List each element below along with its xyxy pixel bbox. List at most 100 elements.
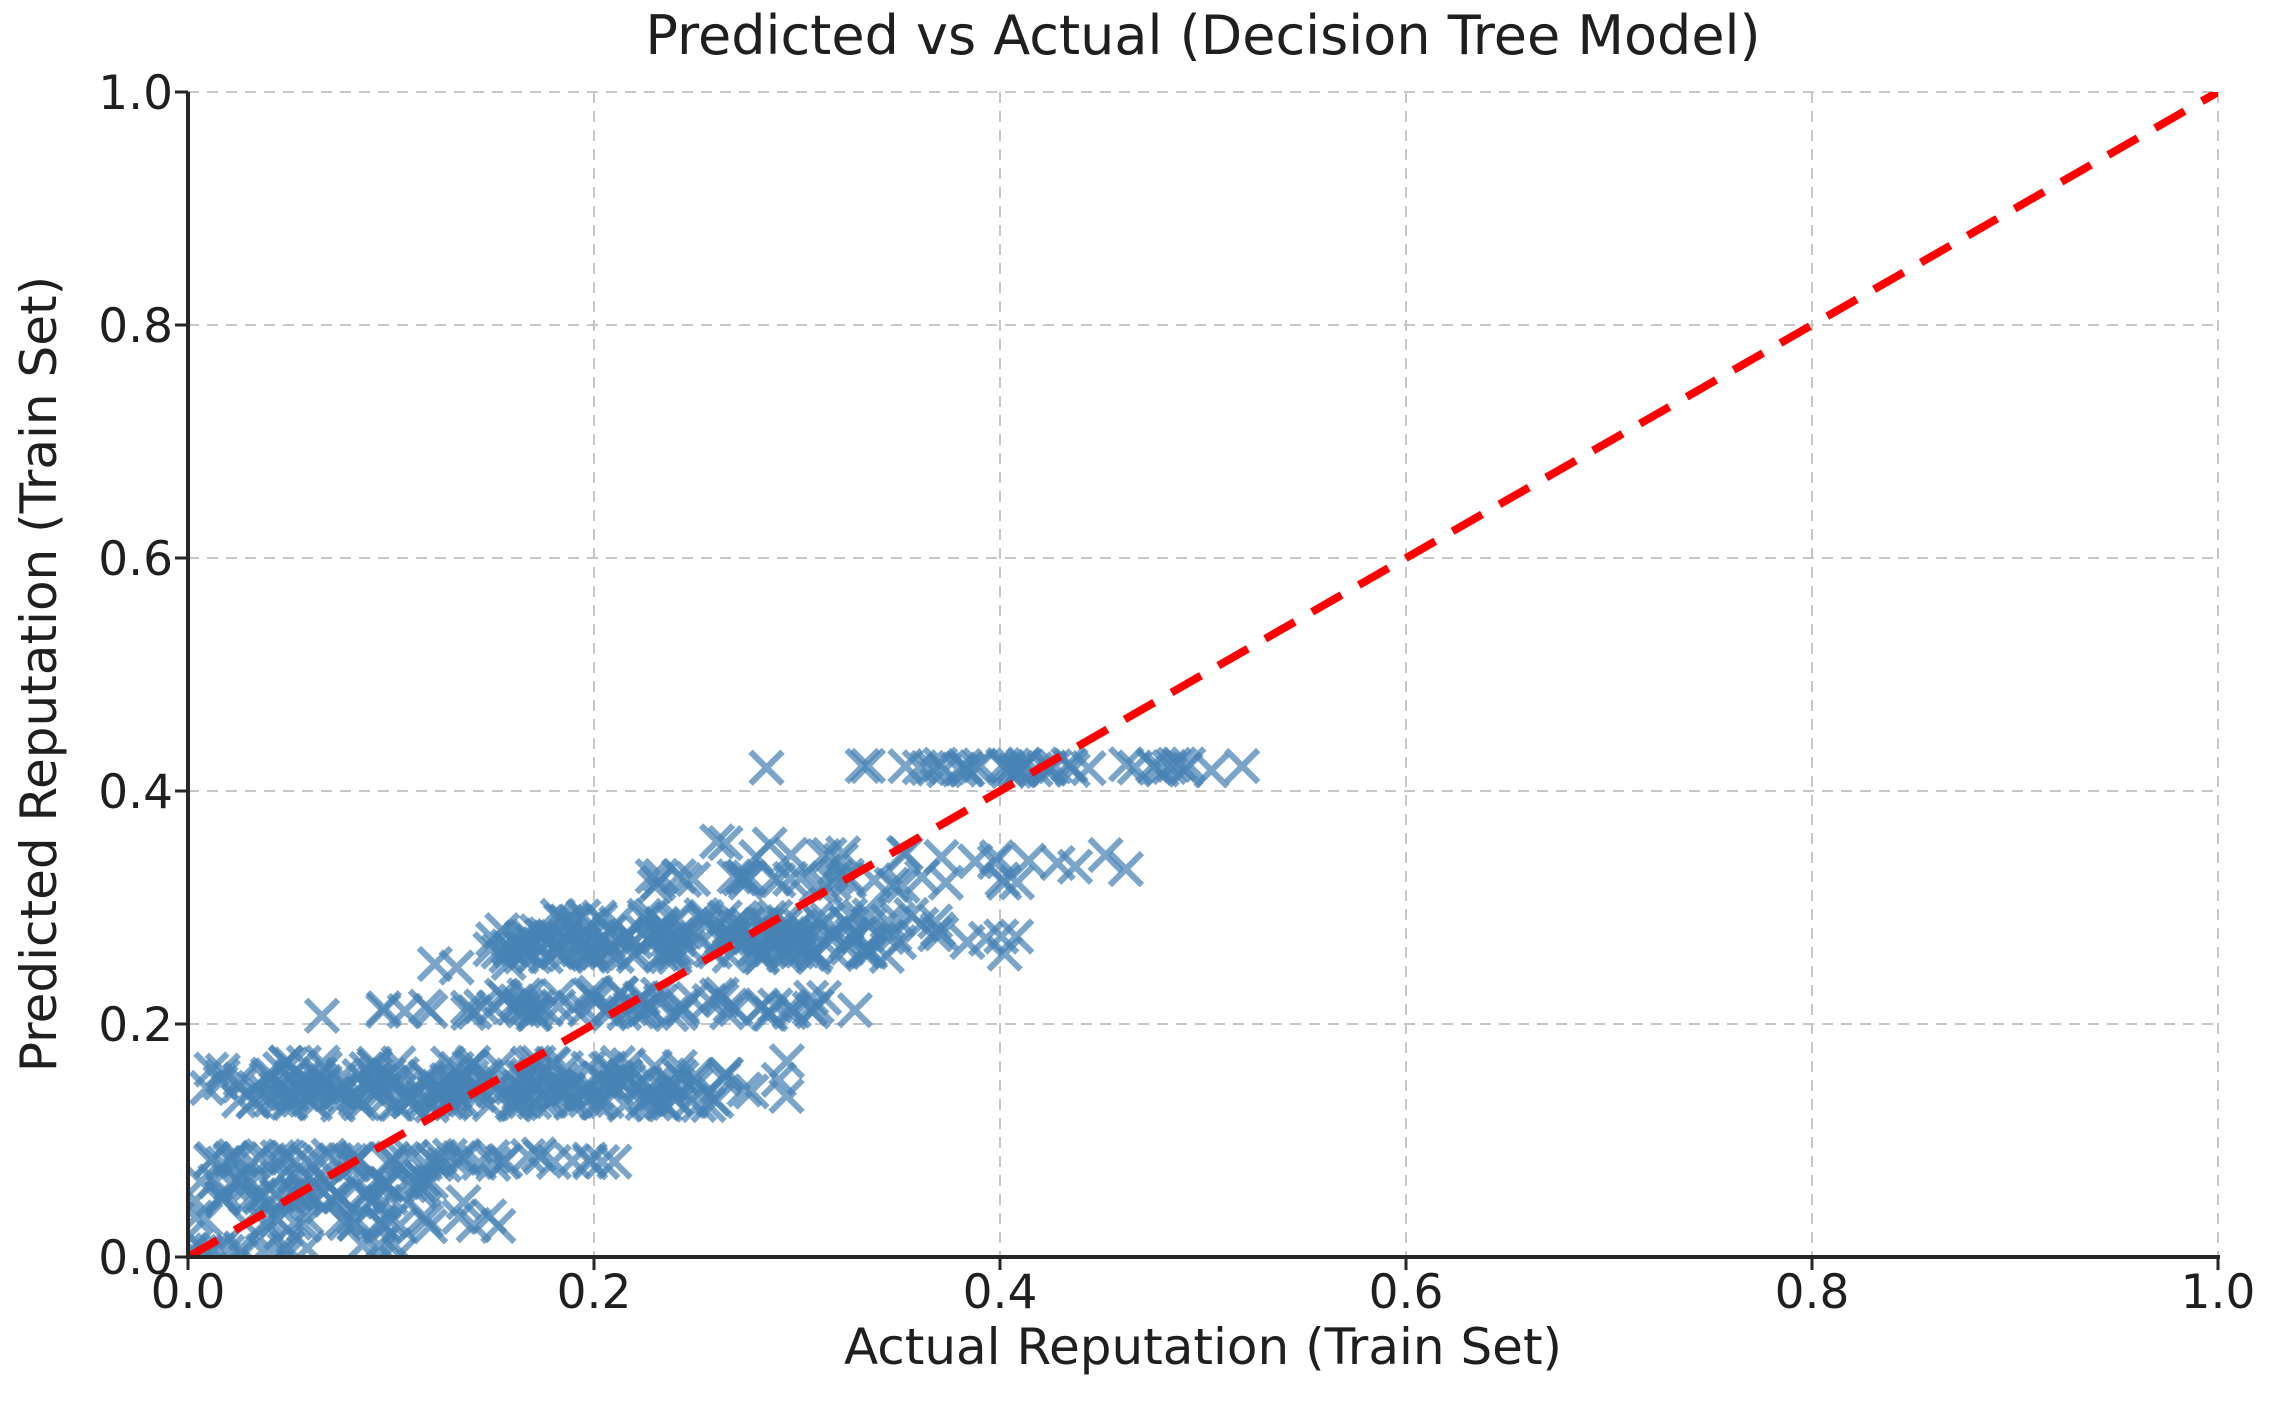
scatter-point — [751, 826, 788, 863]
scatter-point — [574, 978, 611, 1016]
scatter-point — [197, 1163, 234, 1200]
x-tick-label: 0.6 — [1369, 1265, 1444, 1320]
chart-title: Predicted vs Actual (Decision Tree Model… — [645, 4, 1760, 67]
scatter-point — [768, 1077, 805, 1115]
scatter-point — [416, 945, 454, 983]
scatter-point — [406, 1163, 444, 1200]
scatter-point — [748, 749, 785, 786]
scatter-point — [623, 981, 660, 1018]
scatter-point — [805, 837, 842, 875]
scatter-point — [520, 1044, 557, 1081]
scatter-point — [407, 1202, 445, 1239]
scatter-point — [884, 867, 921, 904]
scatter-point — [733, 1073, 770, 1110]
scatter-point — [1224, 747, 1261, 785]
scatter-point — [598, 905, 635, 942]
x-tick-label: 1.0 — [2181, 1265, 2256, 1320]
scatter-point — [731, 859, 768, 896]
scatter-point — [232, 1165, 269, 1202]
gridlines — [188, 91, 2219, 1257]
scatter-point — [324, 1201, 361, 1239]
scatter-point — [998, 918, 1035, 955]
scatter-point — [698, 977, 736, 1014]
scatter-point — [634, 858, 671, 895]
scatter-point — [1036, 748, 1073, 785]
scatter-point — [698, 823, 736, 860]
scatter-point — [547, 1049, 585, 1087]
scatter-point — [828, 904, 865, 942]
identity-line — [188, 92, 2218, 1257]
scatter-point — [923, 838, 960, 876]
tick-marks — [175, 90, 2220, 1270]
scatter-point — [409, 1059, 446, 1097]
scatter-point — [1107, 850, 1145, 888]
scatter-point — [188, 1201, 224, 1238]
scatter-point — [193, 1051, 230, 1088]
scatter-point — [490, 944, 527, 982]
scatter-point — [798, 988, 835, 1025]
scatter-point — [1134, 747, 1172, 784]
scatter-point — [276, 1204, 313, 1241]
scatter-point — [572, 1144, 609, 1181]
x-tick-labels: 0.0 0.2 0.4 0.6 0.8 1.0 — [151, 1265, 2256, 1320]
scatter-point — [636, 867, 674, 905]
scatter-point — [976, 843, 1014, 881]
scatter-series — [188, 746, 1261, 1257]
x-tick-label: 0.8 — [1775, 1265, 1850, 1320]
scatter-point — [844, 747, 881, 785]
scatter-point — [475, 1145, 512, 1183]
scatter-point — [678, 1066, 715, 1103]
scatter-point — [200, 1231, 237, 1257]
scatter-point — [772, 836, 810, 873]
y-tick-label: 0.0 — [98, 1231, 173, 1286]
scatter-point — [687, 907, 724, 944]
scatter-point — [463, 988, 500, 1025]
scatter-point — [811, 836, 848, 874]
scatter-point — [348, 1050, 385, 1088]
scatter-point — [610, 1047, 647, 1084]
scatter-point — [728, 906, 766, 943]
scatter-point — [849, 747, 887, 785]
x-tick-label: 0.2 — [557, 1265, 632, 1320]
scatter-point — [995, 747, 1032, 784]
identity-line-path — [188, 92, 2218, 1257]
scatter-point — [188, 1199, 214, 1236]
scatter-point — [887, 748, 924, 785]
scatter-point — [1010, 842, 1047, 879]
scatter-point — [940, 751, 978, 788]
scatter-point — [480, 1048, 517, 1085]
y-tick-label: 0.8 — [98, 299, 173, 354]
scatter-point — [270, 1139, 307, 1176]
scatter-point — [204, 1052, 241, 1089]
y-tick-labels: 0.0 0.2 0.4 0.6 0.8 1.0 — [98, 66, 173, 1286]
scatter-point — [445, 1137, 482, 1175]
scatter-point — [542, 902, 580, 939]
x-tick-label: 0.4 — [963, 1265, 1038, 1320]
scatter-point — [836, 992, 874, 1029]
scatter-point — [540, 977, 577, 1015]
scatter-point — [782, 907, 819, 945]
scatter-point — [471, 1198, 508, 1235]
scatter-point — [741, 990, 779, 1027]
scatter-point — [380, 1045, 417, 1082]
scatter-point — [919, 911, 957, 948]
x-axis-label: Actual Reputation (Train Set) — [844, 1318, 1562, 1376]
scatter-point — [407, 988, 445, 1025]
y-tick-label: 0.2 — [98, 998, 173, 1053]
x-tick-label: 0.0 — [151, 1265, 226, 1320]
scatter-point — [429, 1045, 467, 1082]
scatter-point — [1170, 746, 1207, 783]
y-tick-label: 1.0 — [98, 66, 173, 121]
scatter-point — [707, 825, 744, 862]
scatter-point — [272, 1046, 310, 1083]
scatter-point — [520, 1136, 557, 1173]
scatter-point — [869, 903, 906, 940]
scatter-point — [986, 935, 1023, 972]
scatter-point — [873, 866, 910, 903]
scatter-point — [626, 901, 664, 938]
scatter-point — [768, 1043, 806, 1080]
scatter-point — [511, 918, 548, 956]
scatter-point — [288, 1199, 325, 1236]
